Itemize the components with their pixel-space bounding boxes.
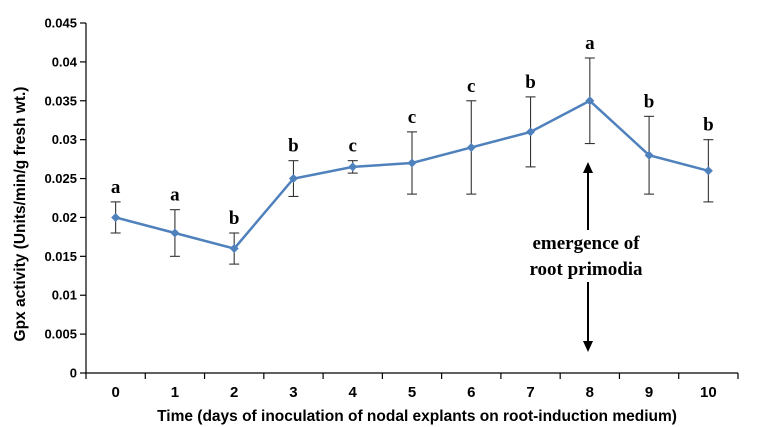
y-tick-label: 0.03	[52, 132, 77, 147]
x-tick-label: 6	[467, 384, 475, 401]
y-tick-label: 0.01	[52, 288, 77, 303]
y-tick-label: 0	[70, 366, 77, 381]
y-axis-title: Gpx activity (Units/min/g fresh wt.)	[12, 87, 29, 342]
annotation-arrowhead-down	[583, 341, 593, 352]
significance-label: a	[111, 177, 121, 198]
y-tick-label: 0.015	[44, 249, 77, 264]
y-axis: 0 0.005 0.01 0.015 0.02 0.025 0.03 0.035 0.04 0.0…	[44, 16, 87, 381]
y-ticks: 0 0.005 0.01 0.015 0.02 0.025 0.03 0.035 0.04 0.0…	[44, 16, 86, 381]
x-ticks: 0 1 2 3 4 5 6 7 8 9 10	[85, 373, 739, 401]
significance-label: c	[408, 107, 416, 128]
annotation-line-1: emergence of	[532, 233, 640, 254]
data-points	[111, 96, 713, 254]
data-point	[288, 174, 298, 184]
significance-label: a	[585, 33, 595, 54]
annotation: emergence of root primodia	[529, 162, 643, 352]
x-tick-label: 2	[230, 384, 238, 401]
data-point	[585, 96, 595, 106]
x-tick-label: 3	[289, 384, 297, 401]
annotation-line-2: root primodia	[529, 259, 643, 280]
y-tick-label: 0.045	[44, 16, 77, 31]
y-tick-label: 0.025	[44, 171, 77, 186]
x-tick-label: 10	[700, 384, 717, 401]
significance-label: b	[229, 208, 240, 229]
x-tick-label: 1	[171, 384, 179, 401]
x-axis-title: Time (days of inoculation of nodal expla…	[157, 408, 677, 425]
data-point	[407, 158, 417, 168]
x-tick-label: 4	[349, 384, 358, 401]
significance-label: b	[288, 136, 299, 157]
y-tick-label: 0.005	[44, 327, 77, 342]
x-tick-label: 9	[645, 384, 653, 401]
x-tick-label: 8	[586, 384, 594, 401]
x-axis: 0 1 2 3 4 5 6 7 8 9 10	[85, 372, 739, 401]
annotation-arrowhead-up	[583, 162, 593, 173]
data-point	[644, 150, 654, 160]
y-tick-label: 0.02	[52, 210, 77, 225]
significance-label: c	[349, 136, 357, 157]
x-tick-label: 7	[526, 384, 534, 401]
significance-label: c	[467, 76, 475, 97]
data-point	[703, 166, 713, 176]
data-point	[111, 212, 121, 222]
y-tick-label: 0.035	[44, 93, 77, 108]
significance-label: a	[170, 185, 180, 206]
significance-label: b	[703, 115, 714, 136]
y-tick-label: 0.04	[52, 54, 78, 69]
significance-labels: a a b b c c c b a b b	[111, 33, 714, 229]
x-tick-label: 5	[408, 384, 416, 401]
data-point	[229, 244, 239, 254]
data-point	[466, 142, 476, 152]
data-point	[170, 228, 180, 238]
data-point	[526, 127, 536, 137]
data-point	[348, 162, 358, 172]
significance-label: b	[525, 72, 536, 93]
significance-label: b	[644, 91, 655, 112]
x-tick-label: 0	[111, 384, 119, 401]
